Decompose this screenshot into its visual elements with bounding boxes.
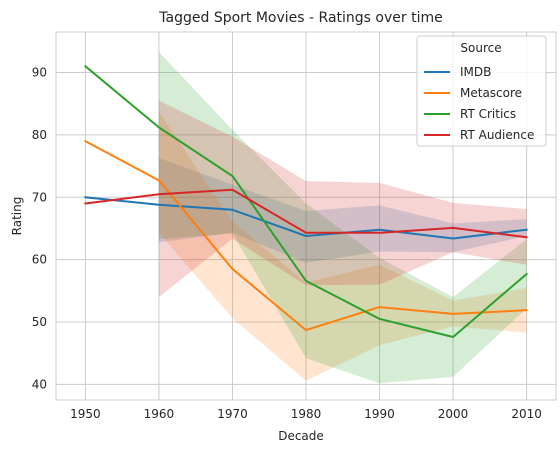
series-line-1 — [84, 139, 528, 332]
confidence-band-2 — [158, 52, 527, 384]
grid — [56, 32, 556, 400]
x-tick-label: 1990 — [364, 407, 395, 421]
confidence-band-1 — [158, 111, 527, 381]
legend-label: RT Audience — [460, 128, 534, 142]
x-tick-label: 2000 — [438, 407, 469, 421]
series-lines — [83, 64, 529, 338]
plot-frame — [55, 31, 557, 401]
y-tick-label: 70 — [32, 190, 47, 204]
y-tick-label: 60 — [32, 253, 47, 267]
y-tick-label: 90 — [32, 66, 47, 80]
x-tick-labels: 1950 1960 1970 1980 1990 2000 2010 — [70, 407, 542, 421]
legend: Source IMDB Metascore RT Critics RT Audienc… — [416, 35, 547, 147]
x-axis-label: Decade — [278, 429, 324, 443]
x-tick-label: 1950 — [70, 407, 101, 421]
legend-label: RT Critics — [460, 107, 516, 121]
y-tick-label: 50 — [32, 315, 47, 329]
y-tick-labels: 40 50 60 70 80 90 — [32, 66, 47, 392]
legend-box — [416, 35, 547, 147]
legend-label: Metascore — [460, 86, 522, 100]
y-tick-label: 80 — [32, 128, 47, 142]
legend-entries: IMDB Metascore RT Critics RT Audience — [424, 65, 534, 142]
series-line-2 — [83, 64, 529, 338]
x-tick-label: 1970 — [217, 407, 248, 421]
x-tick-label: 2010 — [511, 407, 542, 421]
legend-label: IMDB — [460, 65, 491, 79]
series-line-3 — [84, 188, 528, 239]
x-tick-label: 1960 — [144, 407, 175, 421]
series-line-0 — [84, 196, 528, 240]
x-tick-label: 1980 — [291, 407, 322, 421]
y-tick-label: 40 — [32, 377, 47, 391]
y-axis-label: Rating — [10, 197, 24, 236]
legend-title: Source — [460, 41, 501, 55]
confidence-band-3 — [158, 100, 527, 298]
chart-title: Tagged Sport Movies - Ratings over time — [158, 10, 442, 26]
